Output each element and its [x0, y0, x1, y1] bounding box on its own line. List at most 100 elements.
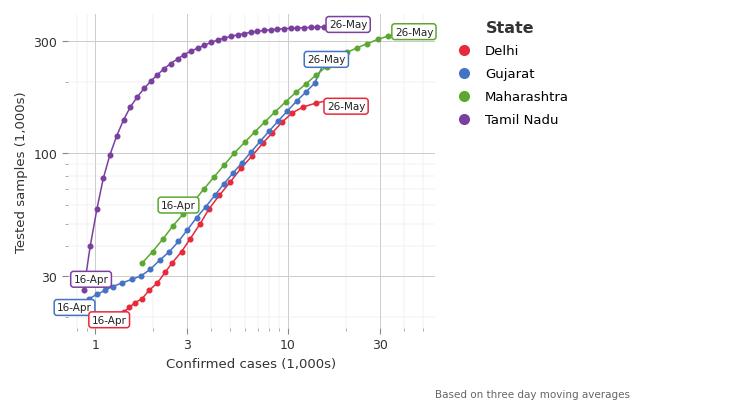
- Point: [166, 260, 178, 267]
- Point: [298, 25, 310, 32]
- Point: [199, 43, 210, 49]
- Point: [351, 45, 363, 52]
- Point: [69, 304, 80, 311]
- Point: [137, 296, 148, 302]
- Point: [159, 269, 171, 276]
- Point: [325, 24, 337, 30]
- Point: [126, 276, 138, 283]
- Point: [176, 249, 188, 255]
- Point: [85, 244, 96, 250]
- Point: [402, 30, 414, 37]
- Point: [198, 186, 210, 193]
- Point: [272, 118, 284, 125]
- Point: [282, 108, 293, 115]
- Legend: Delhi, Gujarat, Maharashtra, Tamil Nadu: Delhi, Gujarat, Maharashtra, Tamil Nadu: [445, 15, 575, 132]
- Point: [125, 104, 137, 111]
- Point: [338, 24, 350, 30]
- Point: [237, 160, 248, 166]
- Point: [276, 120, 288, 126]
- Point: [208, 174, 220, 181]
- Point: [305, 25, 317, 32]
- Point: [238, 31, 250, 38]
- Point: [152, 280, 164, 286]
- Point: [98, 176, 110, 182]
- Point: [83, 296, 95, 302]
- Point: [252, 29, 264, 36]
- Point: [290, 90, 301, 96]
- Point: [246, 154, 258, 160]
- Point: [291, 99, 302, 105]
- Point: [104, 152, 116, 159]
- Point: [152, 73, 164, 79]
- Point: [164, 249, 175, 255]
- Point: [172, 239, 184, 245]
- Point: [194, 221, 206, 227]
- Point: [382, 34, 393, 40]
- Point: [192, 46, 204, 52]
- Text: 16-Apr: 16-Apr: [161, 200, 196, 211]
- Point: [118, 117, 129, 124]
- Point: [188, 199, 199, 205]
- Point: [91, 292, 103, 298]
- Point: [224, 180, 236, 186]
- Point: [107, 284, 118, 290]
- Point: [310, 73, 322, 79]
- Point: [145, 266, 156, 273]
- Point: [178, 52, 190, 59]
- Point: [257, 141, 269, 147]
- Point: [111, 134, 123, 140]
- Point: [341, 50, 353, 57]
- Point: [320, 64, 332, 71]
- Point: [76, 300, 88, 306]
- Point: [331, 56, 342, 63]
- Point: [286, 110, 298, 117]
- Point: [298, 104, 310, 111]
- Point: [310, 101, 322, 107]
- Point: [154, 257, 166, 263]
- Point: [412, 29, 424, 36]
- Text: 26-May: 26-May: [327, 102, 365, 112]
- Point: [212, 38, 223, 44]
- Point: [172, 57, 183, 63]
- Point: [157, 236, 169, 243]
- Point: [131, 95, 143, 101]
- Point: [182, 227, 193, 234]
- Point: [239, 140, 250, 146]
- X-axis label: Confirmed cases (1,000s): Confirmed cases (1,000s): [166, 357, 337, 370]
- Text: 16-Apr: 16-Apr: [92, 315, 126, 325]
- Point: [137, 260, 148, 267]
- Y-axis label: Tested samples (1,000s): Tested samples (1,000s): [15, 91, 28, 252]
- Text: Based on three day moving averages: Based on three day moving averages: [435, 389, 631, 399]
- Point: [331, 24, 343, 30]
- Text: 26-May: 26-May: [307, 55, 345, 65]
- Point: [167, 223, 179, 229]
- Point: [269, 109, 281, 115]
- Point: [117, 280, 128, 286]
- Text: 26-May: 26-May: [329, 20, 367, 30]
- Point: [138, 86, 150, 93]
- Point: [184, 236, 196, 243]
- Point: [78, 288, 90, 294]
- Point: [205, 40, 217, 47]
- Point: [231, 32, 243, 39]
- Point: [147, 249, 158, 255]
- Text: 26-May: 26-May: [395, 28, 433, 38]
- Point: [372, 37, 383, 44]
- Point: [191, 215, 202, 221]
- Point: [213, 192, 225, 199]
- Point: [249, 129, 261, 136]
- Point: [143, 288, 155, 294]
- Point: [204, 206, 215, 212]
- Point: [312, 25, 323, 31]
- Point: [218, 162, 230, 168]
- Point: [245, 149, 257, 156]
- Point: [318, 61, 329, 68]
- Point: [264, 128, 275, 135]
- Point: [392, 32, 404, 38]
- Point: [218, 181, 230, 187]
- Point: [200, 204, 212, 211]
- Point: [99, 288, 111, 294]
- Point: [278, 26, 290, 33]
- Point: [266, 130, 278, 136]
- Text: 16-Apr: 16-Apr: [57, 303, 92, 313]
